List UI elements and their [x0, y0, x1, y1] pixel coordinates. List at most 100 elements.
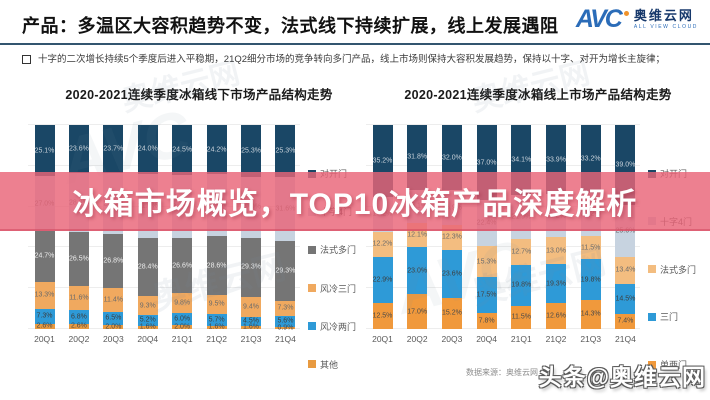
- segment-value-label: 33.9%: [546, 156, 566, 164]
- segment-其他: 1.6%: [241, 324, 262, 331]
- x-axis-label: 20Q3: [441, 333, 463, 344]
- segment-法式多门: 13.4%: [615, 256, 636, 285]
- header-divider: [0, 43, 710, 45]
- segment-value-label: 26.8%: [103, 257, 124, 265]
- segment-单两门: 11.5%: [511, 305, 532, 329]
- segment-风冷三门: 9.4%: [241, 297, 262, 317]
- legend-swatch-icon: [308, 284, 316, 293]
- gridline: [28, 124, 300, 125]
- segment-单两门: 14.3%: [580, 299, 601, 329]
- x-axis-label: 21Q3: [580, 333, 602, 344]
- segment-value-label: 39.0%: [615, 161, 636, 169]
- segment-value-label: 28.6%: [206, 262, 227, 270]
- segment-风冷三门: 9.8%: [172, 292, 193, 313]
- gridline: [366, 287, 640, 289]
- segment-value-label: 13.4%: [615, 266, 636, 274]
- segment-value-label: 9.3%: [139, 302, 156, 310]
- legend-label: 单两门: [660, 360, 688, 370]
- segment-风冷两门: 6.0%: [172, 312, 193, 325]
- bar-20Q4: 24.0%31.5%28.4%9.3%5.2%1.6%20Q4: [134, 125, 161, 347]
- segment-法式多门: 11.5%: [580, 235, 601, 260]
- segment-value-label: 11.5%: [511, 313, 531, 321]
- segment-value-label: 6.5%: [105, 314, 122, 322]
- segment-value-label: 11.4%: [103, 296, 124, 304]
- x-axis-label: 21Q2: [545, 333, 567, 344]
- segment-其他: 2.6%: [34, 323, 55, 330]
- segment-风冷三门: 13.3%: [34, 281, 55, 309]
- x-axis-label: 20Q4: [476, 333, 497, 344]
- x-axis-label: 21Q1: [510, 333, 532, 344]
- segment-value-label: 7.3%: [36, 312, 53, 320]
- segment-value-label: 12.3%: [441, 233, 462, 241]
- bar-20Q2: 31.8%16.1%12.1%23.0%17.0%20Q2: [404, 125, 431, 347]
- gridline: [366, 246, 640, 248]
- segment-value-label: 0.9%: [277, 324, 294, 332]
- segment-value-label: 1.6%: [208, 323, 225, 331]
- segment-value-label: 22.9%: [372, 276, 393, 284]
- segment-其他: 1.6%: [137, 324, 158, 331]
- data-source-note: 数据来源：奥维云网: [466, 368, 538, 377]
- x-axis-label: 20Q2: [68, 333, 90, 344]
- headline-banner: 冰箱市场概览，TOP10冰箱产品深度解析: [0, 172, 710, 231]
- segment-value-label: 33.2%: [580, 155, 601, 163]
- segment-三门: 19.3%: [546, 263, 567, 304]
- segment-法式多门: 26.6%: [172, 238, 193, 293]
- segment-风冷两门: 5.2%: [137, 315, 158, 326]
- segment-value-label: 6.8%: [70, 313, 87, 321]
- legend-label: 法式多门: [320, 245, 357, 256]
- avc-logo-tagline: ALL VIEW CLOUD: [633, 24, 698, 30]
- legend-swatch-icon: [308, 245, 316, 254]
- bar-21Q2: 33.9%21.2%13.0%19.3%12.6%21Q2: [543, 125, 570, 347]
- segment-法式多门: 24.7%: [34, 231, 55, 282]
- segment-value-label: 15.3%: [476, 258, 497, 266]
- legend-item-其他: 其他: [308, 358, 370, 371]
- segment-风冷三门: 9.5%: [206, 294, 227, 315]
- legend-item-风冷三门: 风冷三门: [308, 282, 370, 295]
- segment-单两门: 15.2%: [441, 297, 462, 329]
- segment-value-label: 25.1%: [34, 147, 55, 155]
- segment-value-label: 13.3%: [34, 291, 55, 299]
- bar-21Q2: 24.2%30.4%28.6%9.5%5.7%1.6%21Q2: [203, 125, 230, 347]
- segment-value-label: 7.3%: [277, 304, 294, 312]
- segment-对开门: 24.2%: [206, 125, 227, 175]
- segment-value-label: 11.5%: [581, 244, 601, 252]
- toutiao-watermark: 头条@奥维云网: [538, 364, 706, 390]
- avc-logo-wordmark: 奥维云网 ALL VIEW CLOUD: [634, 9, 698, 30]
- gridline: [366, 164, 640, 166]
- segment-value-label: 25.3%: [275, 147, 296, 155]
- segment-value-label: 23.0%: [407, 267, 428, 275]
- headline-text: 冰箱市场概览，TOP10冰箱产品深度解析: [72, 187, 638, 221]
- segment-value-label: 9.4%: [243, 303, 260, 311]
- segment-风冷三门: 7.3%: [275, 300, 296, 316]
- segment-value-label: 29.3%: [241, 263, 261, 271]
- segment-value-label: 26.6%: [172, 262, 193, 270]
- segment-value-label: 9.5%: [208, 300, 225, 308]
- bar-stack: 25.3%31.6%29.3%7.3%5.6%0.9%: [275, 125, 296, 332]
- segment-法式多门: 29.3%: [241, 237, 262, 298]
- legend-label: 风冷三门: [320, 283, 357, 294]
- x-axis-label: 21Q1: [171, 333, 193, 344]
- segment-value-label: 23.7%: [103, 145, 124, 153]
- segment-法式多门: 28.4%: [137, 238, 158, 297]
- segment-value-label: 9.8%: [174, 299, 191, 307]
- segment-法式多门: 12.3%: [441, 224, 462, 250]
- segment-value-label: 17.5%: [476, 291, 497, 299]
- segment-value-label: 2.0%: [105, 323, 122, 331]
- segment-法式多门: 13.0%: [546, 237, 567, 264]
- gridline: [28, 287, 300, 289]
- segment-value-label: 32.0%: [441, 154, 462, 162]
- legend-label: 风冷两门: [320, 321, 357, 332]
- segment-法式多门: 12.7%: [511, 239, 532, 266]
- segment-对开门: 25.3%: [241, 125, 262, 177]
- segment-value-label: 34.1%: [511, 156, 532, 164]
- segment-法式多门: 28.6%: [206, 236, 227, 295]
- segment-风冷两门: 4.5%: [241, 316, 262, 326]
- gridline: [28, 328, 300, 329]
- segment-value-label: 24.7%: [34, 252, 55, 260]
- segment-value-label: 17.0%: [407, 308, 428, 316]
- segment-value-label: 28.4%: [137, 263, 158, 271]
- gridline: [28, 246, 300, 248]
- chart-offline: 2020-2021连续季度冰箱线下市场产品结构走势 25.1%27.0%24.7…: [28, 84, 370, 379]
- x-axis-label: 21Q3: [240, 333, 262, 344]
- segment-value-label: 19.8%: [580, 276, 601, 284]
